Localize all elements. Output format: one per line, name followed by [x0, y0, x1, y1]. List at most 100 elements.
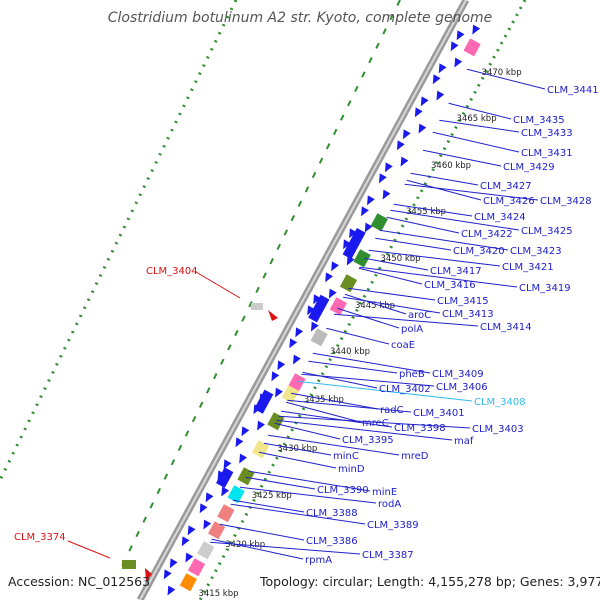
gene-arrow: [167, 585, 176, 596]
gene-label[interactable]: CLM_3402: [379, 384, 431, 395]
gene-arrow: [241, 426, 250, 437]
gene-label[interactable]: CLM_3409: [432, 369, 484, 380]
gene-arrow: [169, 558, 178, 569]
gene-label[interactable]: CLM_3420: [453, 246, 505, 257]
gene-arrow: [199, 503, 208, 514]
gene-arrow: [181, 536, 190, 547]
gene-label[interactable]: CLM_3416: [424, 280, 476, 291]
gene-arrow: [378, 173, 387, 184]
gene-label[interactable]: minC: [333, 451, 359, 462]
gene-label-leader: [248, 470, 371, 492]
gene-label[interactable]: minD: [338, 464, 365, 475]
gene-arrow: [456, 30, 465, 41]
gene-label[interactable]: CLM_3423: [510, 246, 562, 257]
gene-label-leader: [344, 293, 407, 315]
gene-label[interactable]: CLM_3433: [521, 128, 573, 139]
gene-arrow: [450, 41, 459, 52]
gene-label[interactable]: rpmA: [305, 555, 332, 566]
gene-label[interactable]: CLM_3422: [461, 229, 513, 240]
gene-label-leader: [268, 434, 400, 456]
outer-dotted-track: [0, 0, 238, 481]
gene-label[interactable]: CLM_3413: [442, 309, 494, 320]
gene-label-leader: [343, 296, 441, 314]
gene-label-leader: [297, 380, 473, 402]
gene-label[interactable]: radC: [380, 405, 404, 416]
gene-arrow: [205, 492, 214, 503]
gene-label[interactable]: CLM_3401: [413, 408, 465, 419]
gene-label-leader: [290, 392, 379, 410]
feature-box: [179, 573, 197, 592]
gene-label[interactable]: coaE: [391, 340, 415, 351]
gene-label-leader: [276, 419, 453, 441]
gene-label[interactable]: CLM_3390: [317, 485, 369, 496]
gene-label[interactable]: CLM_3425: [521, 226, 573, 237]
gene-label-leader: [281, 410, 393, 428]
scale-label: 3425 kbp: [252, 491, 292, 501]
gene-label[interactable]: CLM_3441: [547, 85, 599, 96]
feature-box: [237, 467, 255, 486]
gene-arrow: [239, 453, 248, 464]
gene-label[interactable]: CLM_3387: [362, 550, 414, 561]
gene-label[interactable]: CLM_3415: [437, 296, 489, 307]
feature-box: [197, 541, 215, 560]
gene-label[interactable]: CLM_3408: [474, 397, 526, 408]
gene-label-leader: [219, 523, 305, 541]
gene-label-leader: [326, 327, 390, 345]
scale-label: 3440 kbp: [330, 347, 370, 357]
gene-label-leader: [274, 422, 341, 440]
gene-block: [254, 389, 274, 414]
gene-label-leader: [348, 287, 436, 301]
accession-text: Accession: NC_012563: [8, 574, 150, 589]
gene-label[interactable]: CLM_3431: [521, 148, 573, 159]
gene-label[interactable]: mreC: [362, 418, 389, 429]
gene-label[interactable]: CLM_3398: [394, 423, 446, 434]
gene-label[interactable]: CLM_3406: [436, 382, 488, 393]
scale-label: 3455 kbp: [406, 207, 446, 217]
clm-3404-label[interactable]: CLM_3404: [146, 266, 198, 277]
gene-label[interactable]: CLM_3427: [480, 181, 532, 192]
gene-arrow: [293, 354, 301, 365]
gene-label[interactable]: CLM_3386: [306, 536, 358, 547]
gene-label[interactable]: CLM_3403: [472, 424, 524, 435]
scale-label: 3435 kbp: [304, 395, 344, 405]
gene-label[interactable]: CLM_3395: [342, 435, 394, 446]
gene-label[interactable]: CLM_3435: [513, 115, 565, 126]
dashed-track: [119, 0, 401, 571]
gene-label[interactable]: maf: [454, 436, 474, 447]
gene-arrow: [396, 140, 405, 151]
feature-box: [310, 328, 328, 347]
genome-summary: Topology: circular; Length: 4,155,278 bp…: [259, 574, 600, 589]
gene-label[interactable]: minE: [372, 487, 397, 498]
gene-label[interactable]: CLM_3421: [502, 262, 554, 273]
feature-box: [251, 440, 270, 459]
gene-label-leader: [432, 131, 520, 153]
gene-label[interactable]: CLM_3428: [540, 196, 592, 207]
gene-label[interactable]: CLM_3388: [306, 508, 358, 519]
gene-arrow: [313, 294, 322, 305]
gene-arrow: [325, 272, 333, 283]
gene-label-leader: [404, 183, 539, 201]
gene-label[interactable]: CLM_3417: [430, 266, 482, 277]
gene-label-leader: [287, 399, 412, 413]
scale-label: 3445 kbp: [355, 301, 395, 311]
gene-label[interactable]: CLM_3414: [480, 322, 532, 333]
gene-label[interactable]: rodA: [378, 499, 401, 510]
gene-label-leader: [263, 442, 332, 456]
gene-label-leader: [245, 476, 316, 490]
gene-label-leader: [390, 209, 520, 231]
gene-label[interactable]: aroC: [408, 310, 431, 321]
gene-label-leader: [386, 216, 460, 234]
gene-label[interactable]: pheB: [399, 369, 425, 380]
gene-label[interactable]: polA: [401, 324, 423, 335]
gene-label[interactable]: CLM_3424: [474, 212, 526, 223]
gene-arrow: [289, 338, 298, 349]
gene-label[interactable]: CLM_3426: [483, 196, 535, 207]
gene-label[interactable]: CLM_3419: [519, 283, 571, 294]
gene-label[interactable]: CLM_3429: [503, 162, 555, 173]
gene-label[interactable]: mreD: [401, 451, 429, 462]
gene-arrow: [187, 525, 196, 536]
clm-3374-label[interactable]: CLM_3374: [14, 532, 66, 543]
clm-3374-arrow: [145, 568, 152, 581]
gene-label[interactable]: CLM_3389: [367, 520, 419, 531]
